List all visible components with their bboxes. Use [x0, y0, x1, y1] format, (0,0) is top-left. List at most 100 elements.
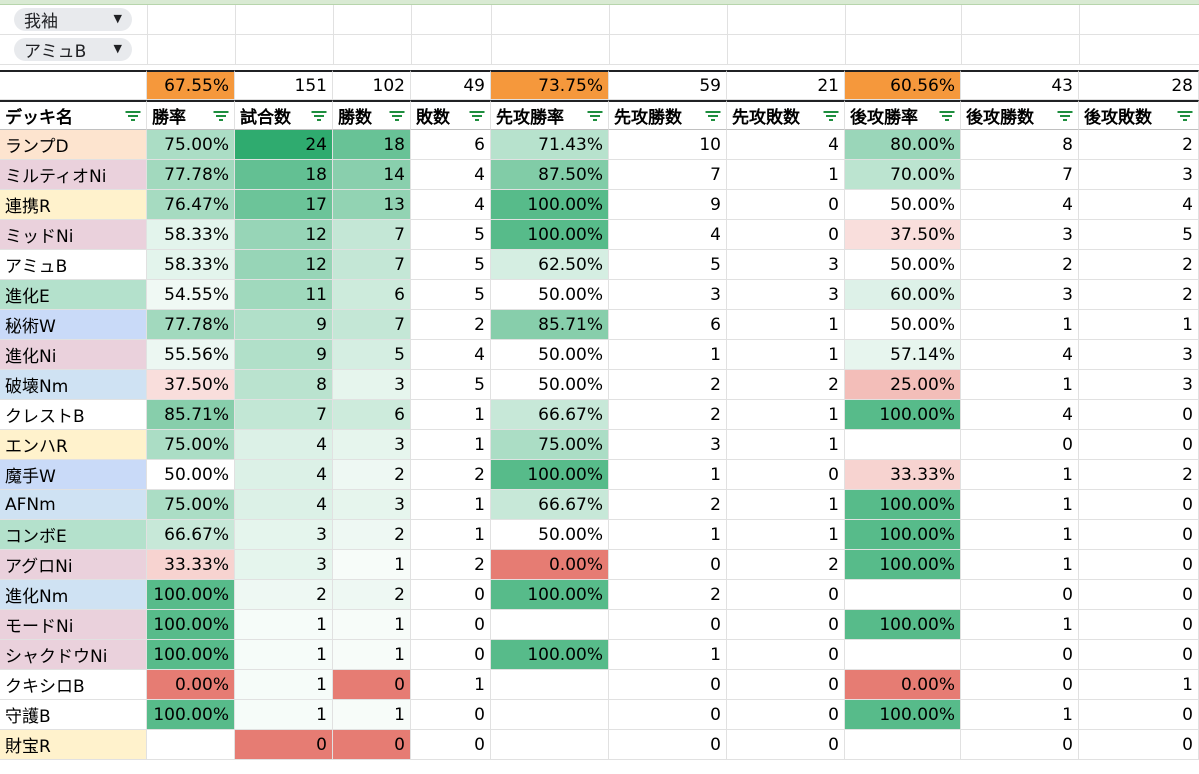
- cell-win-rate[interactable]: 75.00%: [147, 490, 235, 520]
- cell-games[interactable]: 3: [235, 550, 333, 580]
- cell-win-rate[interactable]: 85.71%: [147, 400, 235, 430]
- cell-second-losses[interactable]: 0: [1079, 490, 1199, 520]
- cell-second-win-rate[interactable]: 25.00%: [845, 370, 961, 400]
- header-cell-wins[interactable]: 勝数: [333, 100, 411, 130]
- cell-games[interactable]: 4: [235, 490, 333, 520]
- cell-first-losses[interactable]: 4: [727, 130, 845, 160]
- cell-losses[interactable]: 0: [411, 700, 491, 730]
- cell-games[interactable]: 1: [235, 670, 333, 700]
- cell-second-win-rate[interactable]: 70.00%: [845, 160, 961, 190]
- cell-first-losses[interactable]: 1: [727, 430, 845, 460]
- cell-second-losses[interactable]: 0: [1079, 430, 1199, 460]
- cell-losses[interactable]: 6: [411, 130, 491, 160]
- cell-second-losses[interactable]: 0: [1079, 400, 1199, 430]
- cell-losses[interactable]: 0: [411, 610, 491, 640]
- cell-games[interactable]: 11: [235, 280, 333, 310]
- cell-second-wins[interactable]: 1: [961, 550, 1079, 580]
- summary-cell-deck-name[interactable]: [0, 70, 147, 100]
- cell-first-wins[interactable]: 5: [609, 250, 727, 280]
- cell-games[interactable]: 3: [235, 520, 333, 550]
- filter-chip-2[interactable]: アミュB ▼: [14, 38, 132, 62]
- cell-win-rate[interactable]: 100.00%: [147, 640, 235, 670]
- filter-icon[interactable]: [705, 110, 721, 122]
- filter-icon[interactable]: [469, 110, 485, 122]
- cell-first-win-rate[interactable]: [491, 730, 609, 760]
- cell-losses[interactable]: 1: [411, 400, 491, 430]
- cell-second-wins[interactable]: 4: [961, 340, 1079, 370]
- cell-wins[interactable]: 1: [333, 700, 411, 730]
- cell-second-losses[interactable]: 0: [1079, 730, 1199, 760]
- cell-games[interactable]: 0: [235, 730, 333, 760]
- cell-losses[interactable]: 4: [411, 340, 491, 370]
- cell-first-losses[interactable]: 0: [727, 580, 845, 610]
- cell-deck-name[interactable]: クキシロB: [0, 670, 147, 700]
- cell-first-losses[interactable]: 0: [727, 610, 845, 640]
- cell-games[interactable]: 24: [235, 130, 333, 160]
- cell-games[interactable]: 1: [235, 610, 333, 640]
- cell-wins[interactable]: 6: [333, 280, 411, 310]
- cell-first-win-rate[interactable]: 87.50%: [491, 160, 609, 190]
- cell-first-losses[interactable]: 3: [727, 250, 845, 280]
- cell-first-win-rate[interactable]: 100.00%: [491, 220, 609, 250]
- cell-first-wins[interactable]: 3: [609, 280, 727, 310]
- cell-deck-name[interactable]: ランプD: [0, 130, 147, 160]
- cell-second-win-rate[interactable]: 100.00%: [845, 700, 961, 730]
- cell-win-rate[interactable]: 100.00%: [147, 580, 235, 610]
- cell-first-wins[interactable]: 2: [609, 580, 727, 610]
- cell-deck-name[interactable]: AFNm: [0, 490, 147, 520]
- cell-second-win-rate[interactable]: 100.00%: [845, 610, 961, 640]
- cell-first-win-rate[interactable]: [491, 670, 609, 700]
- cell-first-win-rate[interactable]: 66.67%: [491, 490, 609, 520]
- cell-second-wins[interactable]: 1: [961, 520, 1079, 550]
- cell-win-rate[interactable]: 55.56%: [147, 340, 235, 370]
- cell-second-wins[interactable]: 1: [961, 370, 1079, 400]
- filter-icon[interactable]: [213, 110, 229, 122]
- cell-win-rate[interactable]: [147, 730, 235, 760]
- cell-first-losses[interactable]: 2: [727, 370, 845, 400]
- cell-deck-name[interactable]: シャクドウNi: [0, 640, 147, 670]
- cell-games[interactable]: 8: [235, 370, 333, 400]
- cell-wins[interactable]: 1: [333, 610, 411, 640]
- cell-first-losses[interactable]: 1: [727, 520, 845, 550]
- cell-second-wins[interactable]: 1: [961, 700, 1079, 730]
- cell-first-win-rate[interactable]: 50.00%: [491, 520, 609, 550]
- cell-first-wins[interactable]: 4: [609, 220, 727, 250]
- cell-games[interactable]: 12: [235, 220, 333, 250]
- cell-second-win-rate[interactable]: 0.00%: [845, 670, 961, 700]
- cell-win-rate[interactable]: 100.00%: [147, 610, 235, 640]
- cell-losses[interactable]: 2: [411, 310, 491, 340]
- filter-icon[interactable]: [823, 110, 839, 122]
- cell-wins[interactable]: 7: [333, 250, 411, 280]
- header-cell-first-win-rate[interactable]: 先攻勝率: [491, 100, 609, 130]
- summary-cell-second-win-rate[interactable]: 60.56%: [845, 70, 961, 100]
- cell-wins[interactable]: 3: [333, 430, 411, 460]
- cell-second-win-rate[interactable]: 100.00%: [845, 550, 961, 580]
- summary-cell-wins[interactable]: 102: [333, 70, 411, 100]
- cell-win-rate[interactable]: 77.78%: [147, 310, 235, 340]
- cell-wins[interactable]: 7: [333, 310, 411, 340]
- cell-second-win-rate[interactable]: 100.00%: [845, 400, 961, 430]
- cell-second-losses[interactable]: 2: [1079, 280, 1199, 310]
- cell-wins[interactable]: 1: [333, 640, 411, 670]
- cell-second-wins[interactable]: 7: [961, 160, 1079, 190]
- cell-deck-name[interactable]: エンハR: [0, 430, 147, 460]
- cell-first-win-rate[interactable]: [491, 610, 609, 640]
- cell-first-losses[interactable]: 0: [727, 190, 845, 220]
- summary-cell-second-losses[interactable]: 28: [1079, 70, 1199, 100]
- cell-losses[interactable]: 5: [411, 250, 491, 280]
- cell-wins[interactable]: 14: [333, 160, 411, 190]
- cell-second-wins[interactable]: 0: [961, 730, 1079, 760]
- cell-second-losses[interactable]: 0: [1079, 580, 1199, 610]
- cell-win-rate[interactable]: 54.55%: [147, 280, 235, 310]
- cell-second-win-rate[interactable]: [845, 640, 961, 670]
- cell-wins[interactable]: 0: [333, 730, 411, 760]
- cell-games[interactable]: 18: [235, 160, 333, 190]
- cell-first-win-rate[interactable]: 71.43%: [491, 130, 609, 160]
- header-cell-win-rate[interactable]: 勝率: [147, 100, 235, 130]
- cell-second-losses[interactable]: 5: [1079, 220, 1199, 250]
- cell-win-rate[interactable]: 75.00%: [147, 130, 235, 160]
- header-cell-second-wins[interactable]: 後攻勝数: [961, 100, 1079, 130]
- cell-win-rate[interactable]: 75.00%: [147, 430, 235, 460]
- spreadsheet-grid[interactable]: 67.55% 151 102 49 73.75% 59 21 60.56% 43 28 デッキ名 勝率…: [0, 70, 1199, 774]
- cell-second-losses[interactable]: 1: [1079, 310, 1199, 340]
